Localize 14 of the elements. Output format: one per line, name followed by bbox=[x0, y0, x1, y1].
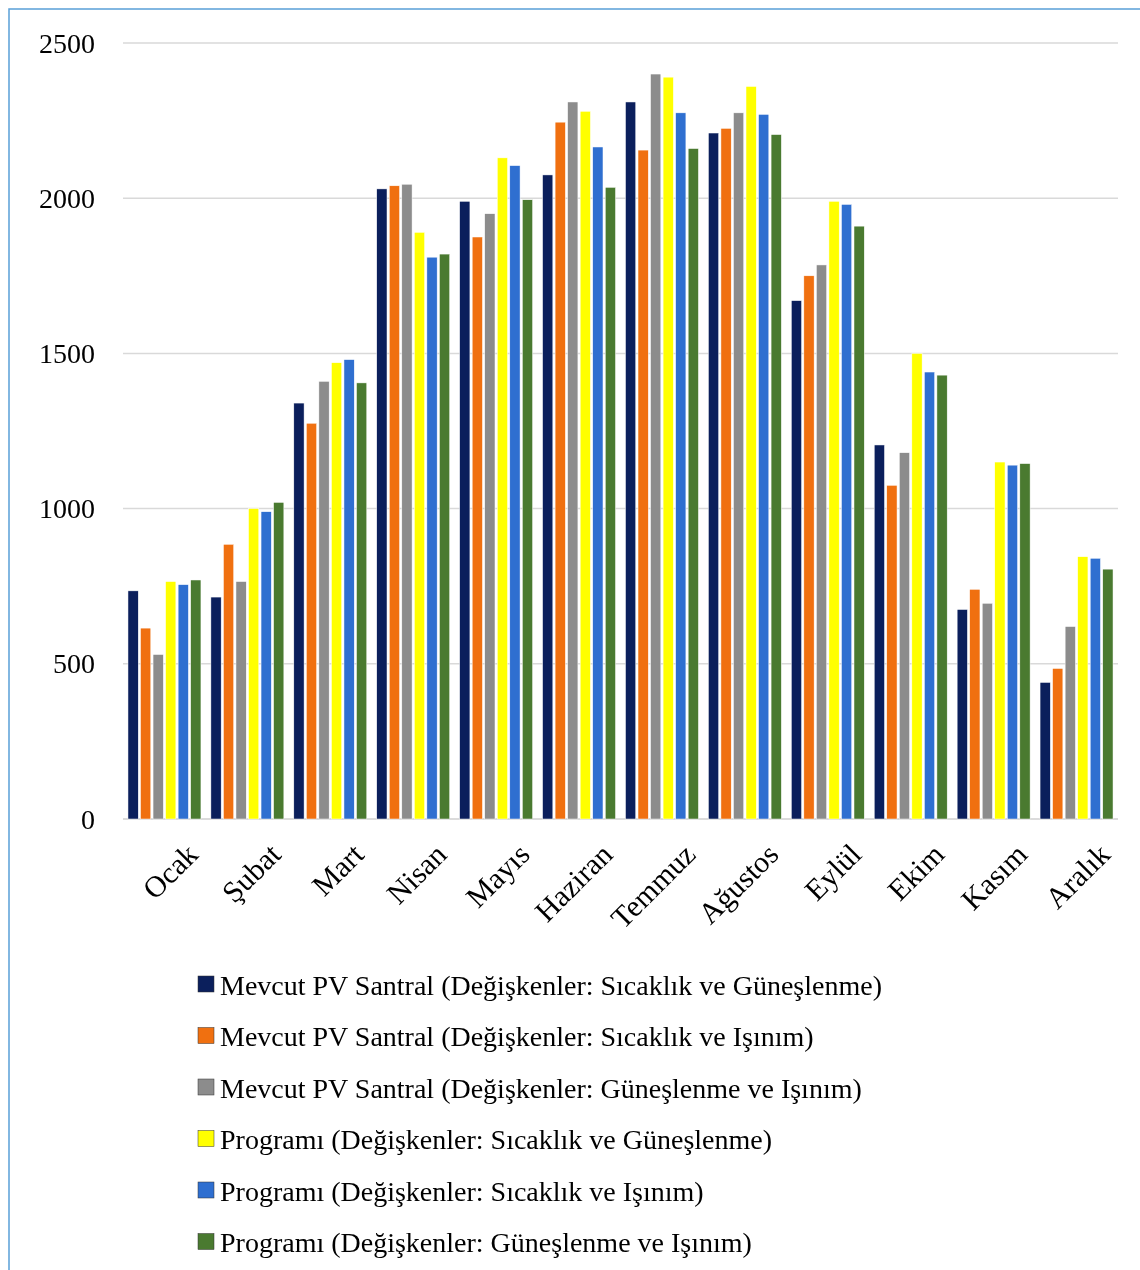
y-tick-label: 1000 bbox=[39, 493, 95, 525]
legend-label: Programı (Değişkenler: Sıcaklık ve Işınım) bbox=[220, 1175, 704, 1207]
legend-label: Mevcut PV Santral (Değişkenler: Sıcaklık ve Işınım) bbox=[220, 1021, 814, 1052]
y-tick-label: 500 bbox=[53, 648, 95, 680]
legend-label: Programı (Değişkenler: Sıcaklık ve Güneşlenme) bbox=[220, 1124, 773, 1155]
x-tick-label: Ocak bbox=[135, 837, 204, 906]
y-tick-label: 0 bbox=[81, 803, 95, 835]
y-tick-label: 2000 bbox=[39, 182, 95, 214]
y-tick-label: 2500 bbox=[39, 27, 95, 59]
y-tick-label: 1500 bbox=[39, 337, 95, 369]
legend-label: Mevcut PV Santral (Değişkenler: Sıcaklık ve Güneşlenme) bbox=[220, 969, 882, 1001]
legend-label: Programı (Değişkenler: Güneşlenme ve Işınım) bbox=[220, 1227, 752, 1258]
x-tick-label: Mart bbox=[305, 836, 371, 902]
legend-label: Mevcut PV Santral (Değişkenler: Güneşlenme ve Işınım) bbox=[220, 1072, 862, 1104]
